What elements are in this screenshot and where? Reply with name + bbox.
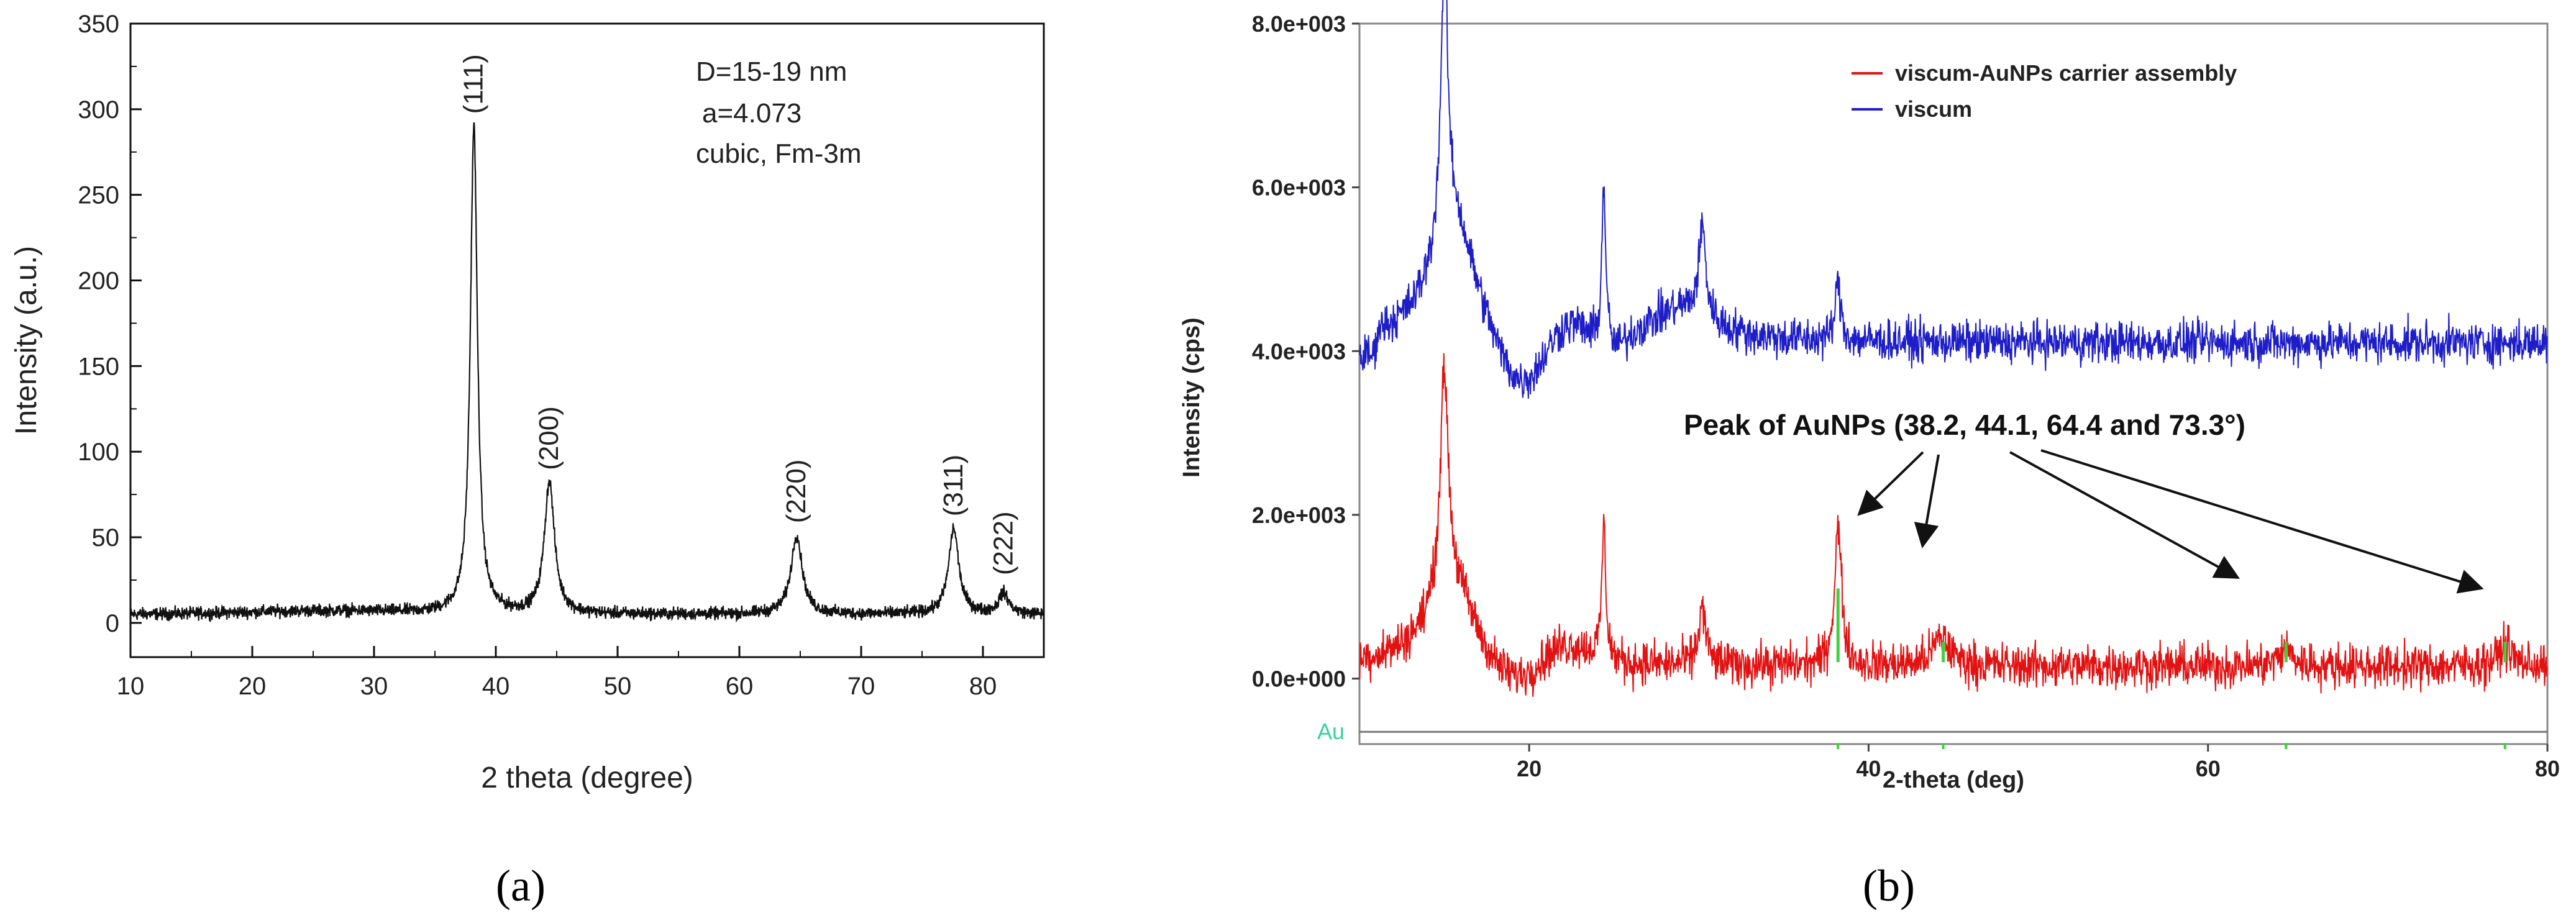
- panel-b-y-tick-label: 2.0e+003: [1252, 502, 1346, 528]
- panel-a-y-tick-label: 0: [106, 610, 119, 637]
- panel-a-y-tick-label: 300: [78, 96, 119, 124]
- legend-label-viscum: viscum: [1895, 96, 1972, 122]
- annotation-arrow-4: [2040, 449, 2484, 594]
- panel-a-x-tick-label: 40: [482, 673, 510, 700]
- panel-b-x-ticks: 20 40 60 80: [1517, 744, 2560, 781]
- panel-b-x-tick-label: 80: [2535, 756, 2560, 781]
- panel-a-annotation-line-2: a=4.073: [702, 98, 802, 129]
- panel-a-peak-label: (200): [534, 406, 564, 470]
- legend-label-viscum-aunps: viscum-AuNPs carrier assembly: [1895, 60, 2237, 86]
- panel-a-peak-label: (220): [781, 460, 811, 524]
- panel-a-caption: (a): [496, 861, 546, 911]
- panel-b-series-viscum-aunps-line: [1359, 353, 2548, 697]
- panel-a-x-tick-label: 30: [360, 673, 388, 700]
- panel-b-y-axis-label: Intensity (cps): [1179, 317, 1205, 478]
- panel-b-legend: viscum-AuNPs carrier assembly viscum: [1852, 60, 2237, 122]
- panel-a-annotation-line-3: cubic, Fm-3m: [696, 139, 861, 169]
- panel-a-y-tick-label: 100: [78, 439, 119, 466]
- panel-a-y-tick-label: 200: [78, 268, 119, 295]
- panel-a-x-tick-label: 20: [239, 673, 267, 700]
- panel-b-x-axis-label: 2-theta (deg): [1883, 767, 2024, 793]
- panel-a-peak-label: (311): [938, 455, 969, 516]
- panel-b-aunp-peak-markers: [1836, 588, 2507, 663]
- panel-a-y-axis-label: Intensity (a.u.): [10, 246, 43, 435]
- panel-b-x-tick-label: 20: [1517, 756, 1541, 781]
- panel-b-x-tick-label: 60: [2196, 756, 2221, 781]
- panel-b-y-tick-label: 4.0e+003: [1252, 339, 1346, 364]
- annotation-arrow-1: [1857, 451, 1924, 516]
- panel-a-x-tick-label: 50: [604, 673, 632, 700]
- panel-a-peak-label: (111): [459, 54, 489, 114]
- panel-b-caption: (b): [1863, 861, 1915, 911]
- annotation-arrow-3: [2009, 451, 2240, 579]
- panel-b-aunp-annotation: Peak of AuNPs (38.2, 44.1, 64.4 and 73.3…: [1684, 409, 2245, 441]
- panel-a-annotation-line-1: D=15-19 nm: [696, 57, 847, 87]
- panel-b-y-tick-label: 8.0e+003: [1252, 11, 1346, 37]
- panel-a-x-tick-label: 10: [117, 673, 145, 700]
- panel-a-x-axis-label: 2 theta (degree): [481, 761, 693, 794]
- panel-b-y-ticks: 0.0e+000 2.0e+003 4.0e+003 6.0e+003 8.0e+003: [1252, 11, 1359, 692]
- panel-b: 0.0e+000 2.0e+003 4.0e+003 6.0e+003 8.0e+003…: [1179, 0, 2560, 911]
- panel-a-peak-label: (222): [988, 511, 1018, 575]
- panel-a-peak-labels: (111) (200) (220) (311) (222): [459, 54, 1019, 575]
- panel-a-y-tick-label: 350: [78, 11, 119, 38]
- panel-a-x-ticks: 10 20 30 40 50 60 70 80: [117, 646, 997, 700]
- annotation-arrow-2: [1914, 454, 1940, 548]
- panel-b-y-tick-label: 6.0e+003: [1252, 175, 1346, 201]
- panel-a-plot-frame: [129, 22, 1045, 658]
- panel-b-plot-frame: [1358, 22, 2549, 745]
- panel-b-annotation-arrows: [1857, 449, 2484, 594]
- panel-b-y-tick-label: 0.0e+000: [1252, 666, 1346, 692]
- panel-a-y-ticks: 0 50 100 150 200 250 300 350: [78, 11, 142, 637]
- panel-a-y-tick-label: 150: [78, 353, 119, 380]
- panel-b-series-viscum-line: [1359, 0, 2548, 399]
- panel-a-x-tick-label: 80: [969, 673, 997, 700]
- panel-b-x-tick-label: 40: [1856, 756, 1881, 781]
- panel-a-y-tick-label: 250: [78, 182, 119, 209]
- panel-b-reference-peaks: [1837, 743, 2506, 750]
- panel-a-xrd-line: [130, 122, 1044, 623]
- panel-b-reference-label: Au: [1317, 719, 1345, 744]
- panel-a-x-tick-label: 60: [726, 673, 754, 700]
- panel-a-x-tick-label: 70: [847, 673, 875, 700]
- panel-a: 0 50 100 150 200 250 300 350 10 20 30 40 50 60 70 80 (…: [10, 11, 1045, 911]
- panel-a-y-tick-label: 50: [92, 524, 120, 552]
